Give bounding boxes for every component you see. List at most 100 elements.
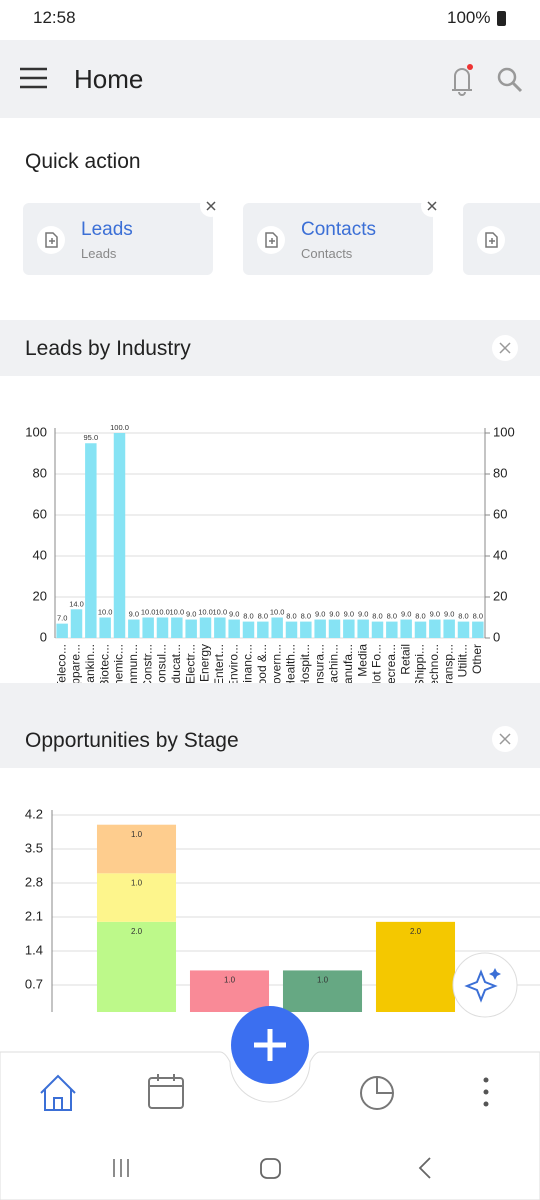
section-title: Quick action bbox=[25, 150, 141, 173]
value-label: 9.0 bbox=[444, 610, 454, 619]
value-label: 10.0 bbox=[213, 607, 228, 616]
bar bbox=[142, 617, 154, 638]
y2-tick-label: 100 bbox=[493, 424, 515, 439]
y2-tick-label: 80 bbox=[493, 465, 507, 480]
bar bbox=[472, 621, 484, 638]
bar bbox=[300, 621, 312, 638]
bottom-nav bbox=[0, 1006, 540, 1200]
value-label: 100.0 bbox=[110, 423, 129, 432]
bar bbox=[457, 621, 470, 638]
value-label: 95.0 bbox=[84, 433, 99, 442]
x-tick-label: Govern... bbox=[269, 644, 283, 683]
bar bbox=[128, 619, 140, 638]
card-icon bbox=[37, 226, 65, 254]
x-tick-label: Other bbox=[470, 644, 484, 674]
y-tick-label: 0 bbox=[40, 629, 47, 644]
bar bbox=[156, 617, 169, 638]
x-tick-label: Machin... bbox=[327, 644, 341, 683]
close-button[interactable] bbox=[491, 334, 519, 362]
y-tick-label: 20 bbox=[33, 588, 47, 603]
x-tick-label: Consul... bbox=[155, 644, 169, 683]
x-tick-label: Enviro... bbox=[226, 644, 240, 683]
battery-level: 100% bbox=[447, 8, 491, 27]
menu-icon[interactable] bbox=[20, 67, 48, 89]
value-label: 10.0 bbox=[141, 607, 156, 616]
card-close-buttons[interactable] bbox=[199, 194, 444, 218]
x-tick-label: Chemic... bbox=[112, 644, 126, 683]
value-label: 8.0 bbox=[458, 612, 468, 621]
value-label: 1.0 bbox=[317, 976, 329, 985]
ai-button[interactable] bbox=[445, 952, 529, 1022]
bar bbox=[285, 621, 298, 638]
bar bbox=[70, 609, 83, 638]
chart-title: Leads by Industry bbox=[25, 337, 191, 360]
x-tick-label: Teleco... bbox=[54, 644, 68, 683]
bar bbox=[357, 619, 369, 638]
card-title: Leads bbox=[81, 219, 133, 240]
value-label: 9.0 bbox=[358, 610, 368, 619]
y-tick-label: 4.2 bbox=[25, 806, 43, 821]
x-tick-label: Insura... bbox=[312, 644, 326, 683]
bar bbox=[113, 433, 126, 638]
x-tick-label: Health... bbox=[284, 644, 298, 683]
bar bbox=[199, 617, 212, 638]
value-label: 8.0 bbox=[415, 612, 425, 621]
x-tick-label: Hospit... bbox=[298, 644, 312, 683]
chart-title: Opportunities by Stage bbox=[25, 729, 239, 752]
x-tick-label: Biotec... bbox=[97, 644, 111, 683]
x-tick-label: Manufa... bbox=[341, 644, 355, 683]
x-tick-label: Shippi... bbox=[413, 644, 427, 683]
y2-tick-label: 60 bbox=[493, 506, 507, 521]
bar bbox=[429, 619, 441, 638]
card-icon bbox=[257, 226, 285, 254]
home-tab[interactable] bbox=[40, 1074, 76, 1111]
y-tick-label: 60 bbox=[33, 506, 47, 521]
x-tick-label: Media bbox=[355, 644, 369, 677]
bar bbox=[443, 619, 455, 638]
close-button[interactable] bbox=[491, 725, 519, 753]
calendar-tab[interactable] bbox=[148, 1077, 184, 1109]
clock: 12:58 bbox=[33, 8, 76, 27]
value-label: 8.0 bbox=[387, 612, 397, 621]
value-label: 8.0 bbox=[258, 612, 268, 621]
x-tick-label: Recrea... bbox=[384, 644, 398, 683]
x-tick-label: Not Fo... bbox=[370, 644, 384, 683]
bar bbox=[185, 619, 197, 638]
y-tick-label: 40 bbox=[33, 547, 47, 562]
value-label: 8.0 bbox=[243, 612, 253, 621]
card-title: Contacts bbox=[301, 219, 376, 240]
value-label: 8.0 bbox=[301, 612, 311, 621]
header-icons[interactable] bbox=[448, 62, 528, 96]
x-tick-label: Educat... bbox=[169, 644, 183, 683]
bar bbox=[371, 621, 384, 638]
value-label: 8.0 bbox=[372, 612, 382, 621]
bar bbox=[171, 617, 183, 638]
value-label: 2.0 bbox=[410, 927, 422, 936]
bar bbox=[257, 621, 269, 638]
bar-segment bbox=[375, 921, 456, 1012]
value-label: 9.0 bbox=[329, 610, 339, 619]
value-label: 9.0 bbox=[315, 610, 325, 619]
value-label: 10.0 bbox=[170, 607, 185, 616]
quick-card[interactable] bbox=[463, 203, 540, 275]
value-label: 10.0 bbox=[198, 607, 213, 616]
x-tick-label: Bankin... bbox=[83, 644, 97, 683]
section-header: Opportunities by Stage bbox=[0, 683, 540, 768]
y-tick-label: 2.8 bbox=[25, 874, 43, 889]
value-label: 14.0 bbox=[69, 599, 84, 608]
value-label: 7.0 bbox=[57, 614, 67, 623]
value-label: 8.0 bbox=[473, 612, 483, 621]
x-tick-label: Energy bbox=[198, 644, 212, 682]
y-tick-label: 1.4 bbox=[25, 942, 43, 957]
y2-tick-label: 0 bbox=[493, 629, 500, 644]
x-tick-label: Appare... bbox=[69, 644, 83, 683]
quick-card[interactable]: Leads Leads bbox=[23, 203, 213, 275]
value-label: 10.0 bbox=[270, 607, 285, 616]
bar bbox=[214, 617, 226, 638]
value-label: 9.0 bbox=[430, 610, 440, 619]
value-label: 9.0 bbox=[344, 610, 354, 619]
x-tick-label: Transp... bbox=[441, 644, 455, 683]
bar-segment bbox=[189, 970, 270, 1012]
quick-card[interactable]: Contacts Contacts bbox=[243, 203, 433, 275]
